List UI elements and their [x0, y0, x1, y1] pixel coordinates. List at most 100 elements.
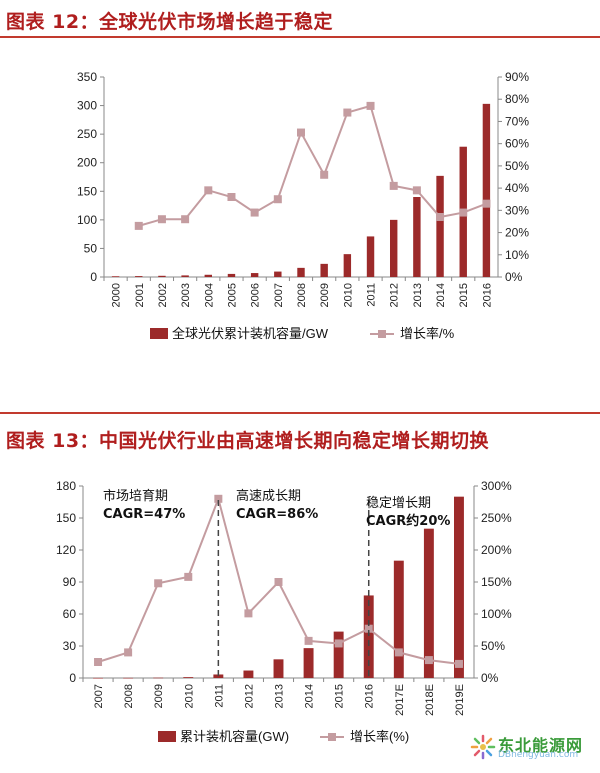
chart1-right-tick-label: 70%: [505, 114, 529, 128]
chart1-title: 图表 12：全球光伏市场增长趋于稳定: [6, 11, 334, 33]
chart2-x-tick-label: 2014: [304, 684, 316, 708]
chart1-right-tick-label: 40%: [505, 181, 529, 195]
chart2-x-tick-label: 2008: [123, 684, 135, 708]
chart1-left-tick-label: 200: [77, 156, 97, 170]
chart2-right-tick-label: 50%: [481, 639, 505, 653]
chart2-x-tick-label: 2009: [153, 684, 165, 708]
chart2: 0 30 60 90 120 150 180 0% 50% 100% 150% 200% 250% 300…: [56, 479, 512, 744]
chart2-legend-line-label: 增长率(%): [350, 729, 409, 744]
chart1-right-tick-label: 20%: [505, 226, 529, 240]
chart2-left-tick-label: 180: [56, 479, 76, 493]
chart2-x-tick-label: 2016: [364, 684, 376, 708]
chart2-bar: [123, 677, 134, 679]
chart2-title: 图表 13：中国光伏行业由高速增长期向稳定增长期切换: [6, 430, 490, 452]
chart1-growth-point: [412, 186, 421, 195]
chart1-bar: [413, 197, 421, 277]
chart1-x-tick-label: 2012: [389, 283, 401, 307]
chart2-legend-bar-label: 累计装机容量(GW): [180, 729, 289, 744]
chart2-left-tick-label: 60: [63, 607, 77, 621]
chart2-legend-bar-swatch: [158, 731, 176, 742]
chart2-annotation-cagr: CAGR=86%: [236, 507, 318, 522]
chart1-bar: [111, 276, 120, 277]
chart1-x-tick-label: 2004: [203, 283, 215, 307]
chart2-bar: [183, 677, 194, 678]
chart2-bar: [423, 528, 434, 678]
chart2-annotation-phase: 稳定增长期: [366, 495, 431, 511]
chart1-legend-line-marker: [378, 330, 386, 338]
chart2-x-tick-label: 2017E: [394, 684, 406, 716]
chart2-left-tick-label: 120: [56, 543, 76, 557]
chart2-bar: [303, 648, 314, 678]
chart1-left-tick-label: 100: [77, 213, 97, 227]
chart2-legend-line-marker: [328, 733, 336, 741]
chart2-growth-point: [214, 494, 223, 503]
chart2-bar: [213, 674, 224, 678]
chart1-bar: [250, 273, 259, 277]
chart1-left-tick-label: 300: [77, 99, 97, 113]
chart2-x-tick-label: 2010: [183, 684, 195, 708]
chart2-bar: [273, 659, 284, 678]
chart1-bar: [135, 276, 143, 277]
chart2-right-tick-label: 200%: [481, 543, 512, 557]
chart1-growth-point: [227, 193, 236, 201]
chart1-x-tick-label: 2003: [180, 283, 192, 307]
chart2-right-tick-label: 0%: [481, 671, 499, 685]
chart1-legend-bar-label: 全球光伏累计装机容量/GW: [172, 326, 329, 341]
chart2-left-tick-label: 0: [69, 671, 76, 685]
chart1-x-tick-label: 2000: [111, 283, 123, 307]
chart2-bar: [453, 496, 464, 678]
chart1-growth-point: [250, 208, 259, 217]
chart1-growth-point: [320, 170, 329, 179]
chart2-bar: [93, 677, 104, 679]
chart1-x-tick-label: 2007: [273, 283, 285, 307]
chart1-growth-line: [138, 104, 487, 227]
chart1-left-tick-label: 250: [77, 127, 97, 141]
chart1-title-rule: [0, 36, 600, 38]
chart1-bar: [366, 236, 375, 277]
chart2-right-tick-label: 250%: [481, 511, 512, 525]
chart1-right-tick-label: 0%: [505, 270, 523, 284]
chart2-annotation-phase: 市场培育期: [103, 488, 168, 504]
chart2-growth-point: [94, 658, 103, 666]
chart1-growth-point: [366, 101, 375, 110]
chart1-growth-point: [343, 108, 352, 117]
chart1-legend-line-label: 增长率/%: [400, 326, 455, 341]
chart2-bar: [153, 677, 164, 679]
chart1-bar: [227, 273, 236, 277]
chart1-right-tick-label: 80%: [505, 92, 529, 106]
chart2-annotation-phase: 高速成长期: [236, 488, 301, 504]
chart2-x-tick-label: 2011: [213, 684, 225, 708]
chart1-right-tick-label: 30%: [505, 203, 529, 217]
chart1-left-tick-label: 0: [90, 270, 97, 284]
chart1-x-tick-label: 2001: [134, 283, 146, 307]
chart1-legend-bar-swatch: [150, 328, 168, 339]
chart2-growth-point: [454, 659, 463, 668]
chart2-bar: [243, 670, 254, 678]
chart1-x-tick-label: 2015: [458, 283, 470, 307]
chart1-bar: [158, 275, 166, 277]
chart1-growth-point: [459, 208, 468, 217]
chart2-growth-point: [244, 609, 253, 618]
chart2-x-tick-label: 2013: [274, 684, 286, 708]
chart2-left-tick-label: 30: [63, 639, 77, 653]
chart1-bar: [389, 219, 398, 277]
chart2-growth-point: [394, 648, 403, 657]
chart1-bar: [482, 103, 491, 277]
chart1-x-tick-label: 2008: [296, 283, 308, 307]
chart1-growth-point: [297, 128, 305, 137]
chart2-bar: [333, 631, 344, 678]
chart1-bar: [343, 254, 352, 277]
chart2-x-tick-label: 2019E: [454, 684, 466, 716]
chart1-growth-point: [134, 221, 143, 230]
chart1-x-tick-label: 2010: [342, 283, 354, 307]
chart2-right-tick-label: 150%: [481, 575, 512, 589]
chart2-x-tick-label: 2007: [93, 684, 105, 708]
watermark-logo-icon: [470, 734, 496, 760]
chart2-bar: [363, 595, 374, 678]
chart2-growth-point: [274, 578, 283, 586]
chart1-growth-point: [389, 181, 398, 190]
chart1-bar: [204, 274, 213, 277]
chart1: 0 50 100 150 200 250 300 350 0% 10% 20% 30% 40% 50% 60…: [77, 70, 529, 341]
chart2-bar: [393, 560, 404, 678]
chart1-x-tick-label: 2006: [250, 283, 262, 307]
